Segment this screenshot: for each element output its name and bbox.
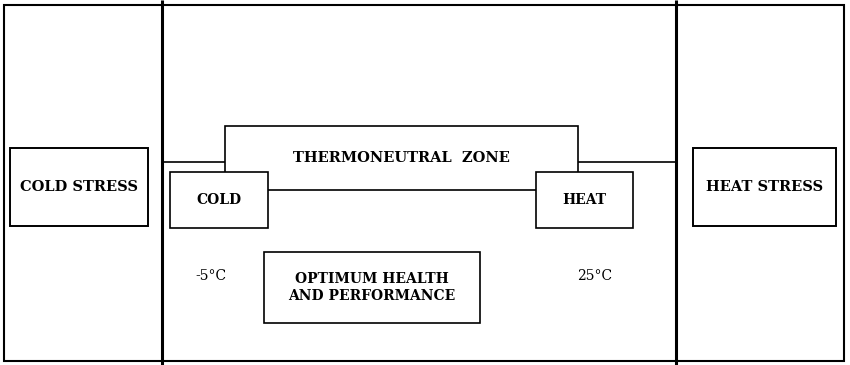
Text: OPTIMUM HEALTH
AND PERFORMANCE: OPTIMUM HEALTH AND PERFORMANCE — [288, 272, 456, 303]
Text: HEAT STRESS: HEAT STRESS — [706, 180, 823, 194]
Text: THERMONEUTRAL  ZONE: THERMONEUTRAL ZONE — [293, 151, 510, 165]
Text: COLD STRESS: COLD STRESS — [20, 180, 138, 194]
Bar — [225, 126, 578, 190]
Bar — [10, 148, 148, 226]
Text: 25°C: 25°C — [577, 269, 613, 283]
Text: COLD: COLD — [196, 193, 241, 207]
Bar — [170, 172, 268, 228]
Bar — [264, 252, 480, 323]
Bar — [693, 148, 836, 226]
Text: HEAT: HEAT — [563, 193, 606, 207]
Bar — [536, 172, 633, 228]
Text: -5°C: -5°C — [196, 269, 226, 283]
